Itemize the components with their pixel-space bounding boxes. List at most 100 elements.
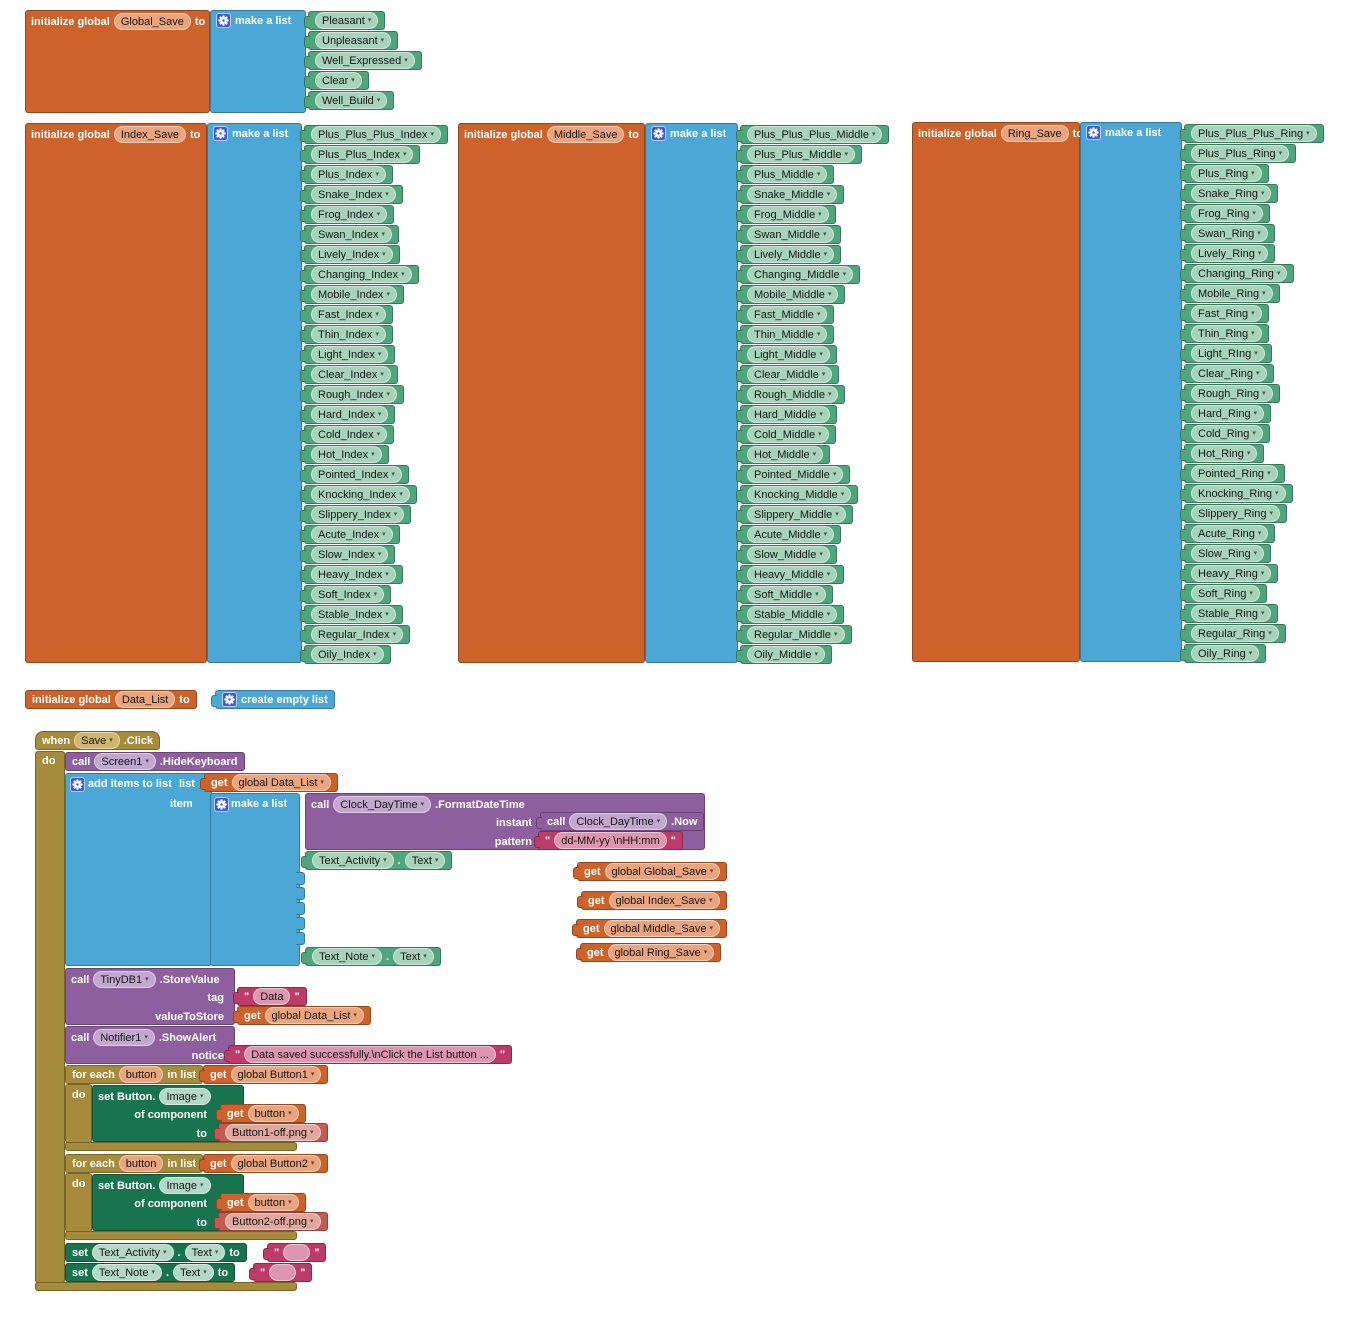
item-dropdown[interactable]: Light_RIng ▾ [1191, 345, 1265, 362]
empty-socket[interactable] [296, 917, 305, 930]
item-dropdown[interactable]: Frog_Ring ▾ [1191, 205, 1263, 222]
list-item-block[interactable]: Cold_Ring ▾ [1180, 424, 1270, 443]
item-dropdown[interactable]: Soft_Ring ▾ [1191, 585, 1260, 602]
list-item-block[interactable]: Clear ▾ [304, 71, 369, 90]
item-dropdown[interactable]: Soft_Middle ▾ [747, 586, 826, 603]
for-each-body-spine[interactable] [65, 1084, 92, 1143]
create-empty-list-block[interactable]: create empty list [211, 690, 335, 709]
text-string-notice-block[interactable]: " Data saved successfully.\nClick the Li… [223, 1045, 513, 1064]
variable-init-body[interactable]: initialize global Ring_Save to [912, 122, 1083, 662]
list-item-block[interactable]: Hard_Index ▾ [299, 405, 396, 424]
for-each-button2-header[interactable]: for each button in list [65, 1154, 204, 1173]
list-item-block[interactable]: Plus_Plus_Plus_Ring ▾ [1180, 124, 1324, 143]
component-dropdown[interactable]: Clock_DayTime ▾ [569, 813, 668, 830]
component-dropdown[interactable]: Notifier1 ▾ [93, 1029, 155, 1046]
variable-init-body[interactable]: initialize global Index_Save to [25, 123, 207, 663]
list-item-block[interactable]: Stable_Middle ▾ [735, 605, 845, 624]
variable-dropdown[interactable]: global Global_Save ▾ [604, 863, 721, 880]
list-item-block[interactable]: Acute_Middle ▾ [735, 525, 842, 544]
item-dropdown[interactable]: Regular_Index ▾ [311, 626, 404, 643]
variable-name-field[interactable]: Middle_Save [546, 126, 625, 143]
variable-dropdown[interactable]: global Index_Save ▾ [608, 892, 720, 909]
item-dropdown[interactable]: Plus_Plus_Middle ▾ [747, 146, 855, 163]
item-dropdown[interactable]: Acute_Index ▾ [311, 526, 393, 543]
list-item-block[interactable]: Hard_Middle ▾ [736, 405, 837, 424]
variable-name-field[interactable]: Data_List [114, 691, 176, 708]
variable-dropdown[interactable]: global Data_List ▾ [264, 1007, 364, 1024]
list-item-block[interactable]: Pointed_Ring ▾ [1180, 464, 1285, 483]
list-item-block[interactable]: Swan_Index ▾ [299, 225, 400, 244]
item-dropdown[interactable]: Swan_Index ▾ [311, 226, 393, 243]
item-dropdown[interactable]: Plus_Ring ▾ [1191, 165, 1262, 182]
component-dropdown[interactable]: Save ▾ [74, 732, 120, 749]
add-items-to-list-block[interactable]: add items to list list item [65, 773, 212, 966]
item-dropdown[interactable]: Regular_Middle ▾ [747, 626, 845, 643]
list-item-block[interactable]: Lively_Index ▾ [300, 245, 400, 264]
list-item-block[interactable]: Hot_Index ▾ [300, 445, 389, 464]
list-item-block[interactable]: Knocking_Index ▾ [300, 485, 417, 504]
get-global-button2-block[interactable]: get global Button2 ▾ [198, 1154, 329, 1173]
component-dropdown[interactable]: Screen1 ▾ [94, 753, 156, 770]
empty-socket[interactable] [296, 887, 305, 900]
item-dropdown[interactable]: Clear_Index ▾ [311, 366, 391, 383]
item-dropdown[interactable]: Plus_Plus_Plus_Middle ▾ [747, 126, 883, 143]
call-tinydb-storevalue-block[interactable]: call TinyDB1 ▾ .StoreValue tag valueToSto… [65, 968, 235, 1025]
list-item-block[interactable]: Acute_Index ▾ [300, 525, 400, 544]
item-dropdown[interactable]: Mobile_Index ▾ [311, 286, 397, 303]
variable-name-field[interactable]: Index_Save [113, 126, 186, 143]
item-dropdown[interactable]: Knocking_Index ▾ [311, 486, 410, 503]
empty-string-block[interactable]: " " [248, 1263, 313, 1282]
text-string-pattern-block[interactable]: " dd-MM-yy \nHH:mm " [534, 831, 683, 850]
mutator-gear-icon[interactable] [214, 797, 229, 812]
list-item-block[interactable]: Light_Index ▾ [299, 345, 396, 364]
list-item-block[interactable]: Stable_Ring ▾ [1179, 604, 1279, 623]
mutator-gear-icon[interactable] [216, 13, 231, 28]
list-item-block[interactable]: Well_Build ▾ [303, 91, 395, 110]
list-item-block[interactable]: Soft_Middle ▾ [736, 585, 833, 604]
list-item-block[interactable]: Oily_Ring ▾ [1179, 644, 1267, 663]
item-dropdown[interactable]: Stable_Ring ▾ [1191, 605, 1272, 622]
item-dropdown[interactable]: Knocking_Ring ▾ [1191, 485, 1286, 502]
component-dropdown[interactable]: Text_Note ▾ [91, 1264, 162, 1281]
make-a-list-block[interactable]: make a list [1080, 122, 1182, 662]
set-text-note-text-block[interactable]: set Text_Note ▾ . Text ▾ to [65, 1263, 236, 1282]
item-dropdown[interactable]: Rough_Middle ▾ [747, 386, 839, 403]
component-dropdown[interactable]: Text_Note ▾ [312, 948, 383, 965]
get-global-index-save-block[interactable]: get global Index_Save ▾ [577, 891, 727, 910]
list-item-block[interactable]: Heavy_Ring ▾ [1179, 564, 1279, 583]
item-dropdown[interactable]: Plus_Index ▾ [311, 166, 386, 183]
for-each-body-bottom[interactable] [65, 1142, 297, 1151]
list-item-block[interactable]: Slow_Ring ▾ [1179, 544, 1272, 563]
list-item-block[interactable]: Frog_Ring ▾ [1180, 204, 1270, 223]
list-item-block[interactable]: Rough_Ring ▾ [1180, 384, 1280, 403]
list-item-block[interactable]: Plus_Plus_Index ▾ [299, 145, 421, 164]
empty-socket[interactable] [296, 872, 305, 885]
list-item-block[interactable]: Mobile_Index ▾ [300, 285, 404, 304]
when-save-click-block[interactable]: when Save ▾ .Click do call Screen1 ▾ .Hide… [35, 731, 955, 1293]
item-dropdown[interactable]: Mobile_Ring ▾ [1191, 285, 1273, 302]
list-item-block[interactable]: Plus_Middle ▾ [735, 165, 835, 184]
for-each-button1-header[interactable]: for each button in list [65, 1065, 204, 1084]
list-item-block[interactable]: Lively_Middle ▾ [735, 245, 842, 264]
item-dropdown[interactable]: Swan_Ring ▾ [1191, 225, 1268, 242]
list-item-block[interactable]: Light_RIng ▾ [1180, 344, 1272, 363]
list-item-block[interactable]: Slippery_Middle ▾ [736, 505, 853, 524]
property-dropdown[interactable]: Image ▾ [159, 1177, 211, 1194]
list-item-block[interactable]: Well_Expressed ▾ [304, 51, 422, 70]
item-dropdown[interactable]: Acute_Middle ▾ [747, 526, 835, 543]
get-button-block[interactable]: get button ▾ [216, 1193, 306, 1212]
asset-dropdown[interactable]: Button1-off.png ▾ [225, 1124, 321, 1141]
item-dropdown[interactable]: Rough_Index ▾ [311, 386, 397, 403]
mutator-gear-icon[interactable] [222, 692, 237, 707]
list-item-block[interactable]: Acute_Ring ▾ [1179, 524, 1276, 543]
list-item-block[interactable]: Heavy_Middle ▾ [735, 565, 845, 584]
list-item-block[interactable]: Slippery_Ring ▾ [1180, 504, 1287, 523]
list-item-block[interactable]: Clear_Ring ▾ [1180, 364, 1274, 383]
text-value-field[interactable]: Data [253, 988, 291, 1005]
item-dropdown[interactable]: Swan_Middle ▾ [747, 226, 834, 243]
list-item-block[interactable]: Changing_Ring ▾ [1179, 264, 1295, 283]
list-item-block[interactable]: Plus_Index ▾ [300, 165, 393, 184]
item-dropdown[interactable]: Lively_Index ▾ [311, 246, 393, 263]
list-item-block[interactable]: Light_Middle ▾ [736, 345, 837, 364]
item-dropdown[interactable]: Snake_Middle ▾ [747, 186, 838, 203]
